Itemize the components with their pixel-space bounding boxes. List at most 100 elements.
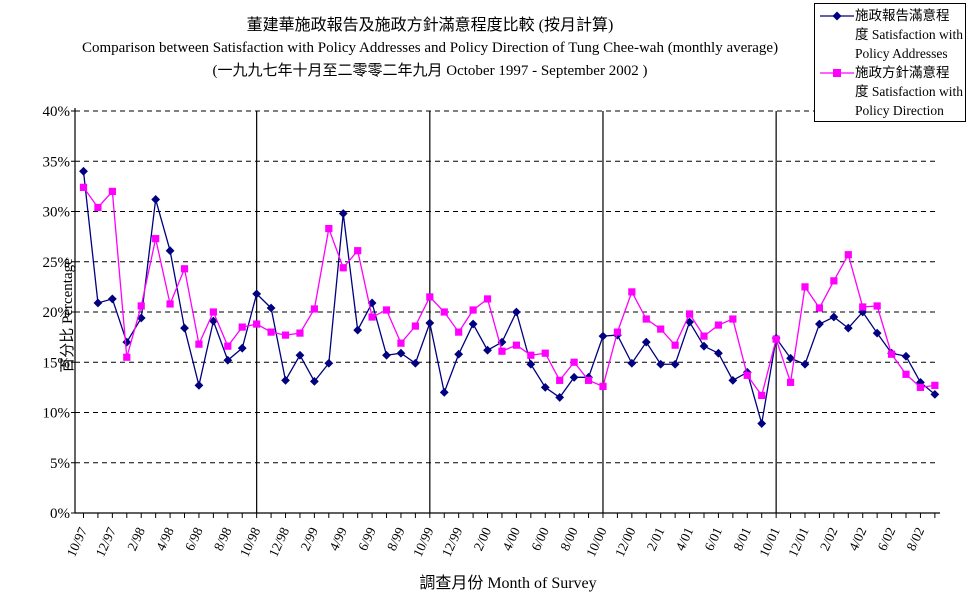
data-point-square [642,315,650,323]
data-point-diamond [872,328,882,338]
data-point-diamond [555,393,565,402]
data-point-diamond [656,359,666,369]
data-point-square [887,350,896,358]
line-square-marker-icon [820,69,854,77]
data-point-diamond [843,323,853,333]
data-point-square [224,342,232,350]
data-point-square [195,340,203,348]
data-point-diamond [439,388,449,397]
data-point-diamond [454,349,464,359]
x-tick-label: 12/00 [612,525,639,559]
y-tick-label: 35% [43,154,71,170]
data-point-diamond [338,209,348,218]
x-tick-label: 4/99 [326,525,350,553]
data-point-diamond [252,289,262,299]
data-point-diamond [468,319,478,329]
y-tick-label: 20% [43,305,71,321]
x-axis-title: 調查月份 Month of Survey [419,575,597,592]
data-point-diamond [641,337,651,347]
x-tick-label: 4/02 [846,525,870,553]
data-point-diamond [757,419,767,428]
data-point-square [267,328,275,336]
data-point-square [772,335,780,343]
data-point-diamond [208,316,218,326]
data-point-square [613,328,622,336]
data-point-diamond [165,246,175,256]
data-point-diamond [396,348,406,358]
data-point-diamond [901,351,911,361]
data-point-square [584,376,593,384]
data-point-square [382,306,391,314]
x-tick-label: 2/00 [471,525,495,553]
series-line-diamond [82,171,936,424]
chart-title-period: (一九九七年十月至二零零二年九月 October 1997 - Septembe… [212,63,648,79]
y-tick-label: 40% [43,104,71,120]
y-tick-label: 10% [43,406,71,422]
data-point-diamond [714,348,723,358]
data-point-square [79,183,88,191]
data-point-square [108,187,116,195]
y-tick-label: 25% [43,255,71,271]
data-point-square [368,313,376,321]
data-point-square [815,304,824,312]
data-point-diamond [93,298,103,308]
data-point-square [700,332,708,340]
data-point-square [310,305,318,313]
x-tick-label: 4/98 [153,525,177,553]
data-point-square [844,251,852,259]
x-tick-label: 10/01 [756,525,783,559]
x-tick-label: 8/00 [557,525,581,553]
data-point-square [411,322,419,330]
data-point-diamond [410,358,420,368]
legend-label-line: Policy Addresses [855,46,948,61]
data-point-square [498,347,506,355]
data-point-diamond [670,359,680,369]
data-point-diamond [598,331,608,341]
data-point-diamond [483,345,492,355]
x-tick-label: 2/99 [297,525,321,553]
x-tick-label: 2/01 [644,525,668,553]
data-point-diamond [107,294,117,304]
y-axis-title: 百分比 Percentage [59,258,76,373]
data-point-diamond [237,343,247,353]
data-point-diamond [281,375,290,385]
y-tick-label: 0% [50,506,70,522]
data-point-square [743,371,751,379]
data-point-diamond [699,341,709,351]
y-tick-label: 5% [50,456,70,472]
x-tick-label: 8/99 [384,525,408,553]
data-point-square [180,265,189,273]
data-point-diamond [309,376,319,386]
data-point-square [671,341,679,349]
data-point-diamond [829,312,839,322]
data-point-square [440,308,448,316]
y-tick-label: 30% [43,205,71,221]
data-point-diamond [266,303,276,313]
chart-title-chinese: 董建華施政報告及施政方針滿意程度比較 (按月計算) [246,17,614,34]
x-tick-label: 12/98 [266,525,293,559]
data-point-diamond [382,350,391,360]
x-tick-label: 10/98 [237,525,264,559]
data-point-square [166,300,174,308]
x-tick-label: 6/01 [701,525,725,553]
legend-label-line: 施政報告滿意程 [855,8,950,23]
chart-title-block: 董建華施政報告及施政方針滿意程度比較 (按月計算) Comparison bet… [0,14,860,83]
x-tick-label: 10/99 [410,525,437,559]
x-tick-label: 4/01 [673,525,697,553]
data-point-diamond [512,307,521,317]
x-tick-label: 4/00 [499,525,523,553]
x-tick-label: 12/99 [439,525,466,559]
data-point-square [729,315,737,323]
data-point-square [397,339,405,347]
data-point-square [483,295,492,303]
data-point-square [94,203,102,212]
x-tick-label: 8/01 [730,525,754,553]
data-point-square [657,325,665,333]
data-point-square [339,264,347,272]
data-point-square [426,293,434,301]
data-point-square [902,370,910,378]
data-point-diamond [425,318,435,328]
chart-title-english: Comparison between Satisfaction with Pol… [81,40,779,56]
